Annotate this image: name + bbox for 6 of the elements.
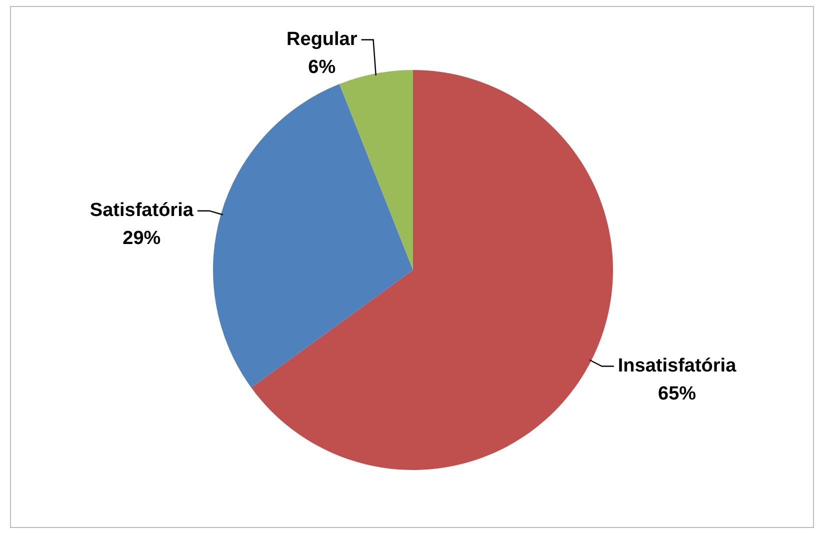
slice-label: Regular xyxy=(286,28,358,50)
slice-label: Insatisfatória xyxy=(618,355,737,376)
data-label: 65% xyxy=(658,383,696,404)
slice-label: Satisfatória xyxy=(90,200,194,222)
data-label: 29% xyxy=(122,228,161,250)
data-label: 6% xyxy=(308,56,336,78)
